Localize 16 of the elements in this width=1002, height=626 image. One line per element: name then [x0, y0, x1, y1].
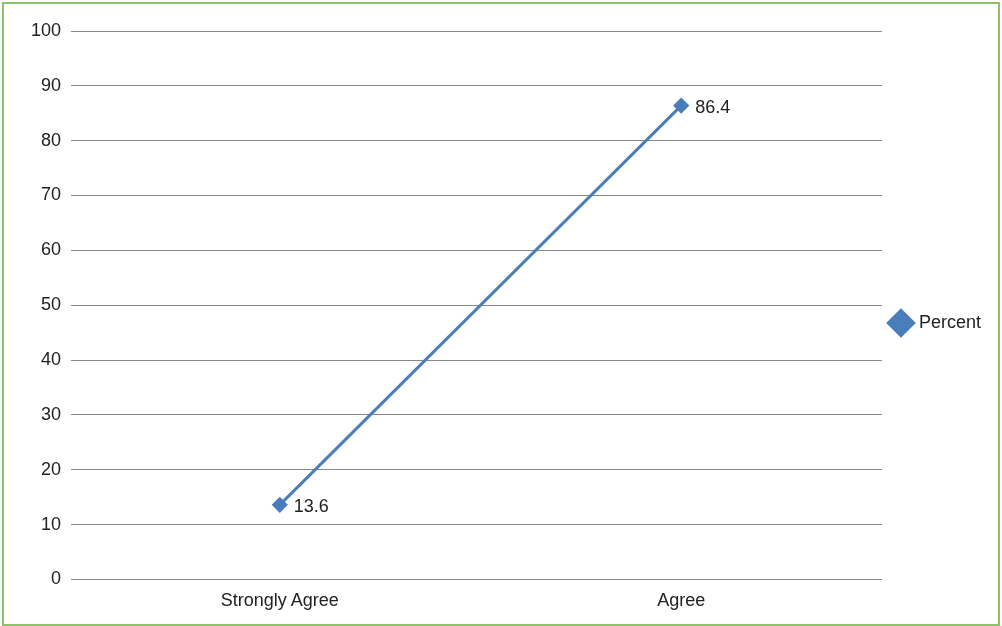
y-tick-label: 10: [41, 513, 62, 534]
y-tick-label: 40: [41, 349, 62, 370]
x-tick-label: Strongly Agree: [220, 590, 339, 611]
data-label: 86.4: [695, 96, 731, 117]
y-tick-label: 90: [41, 74, 62, 95]
y-tick-label: 100: [30, 19, 62, 40]
y-tick-label: 70: [41, 184, 62, 205]
y-tick-label: 60: [41, 239, 62, 260]
y-tick-label: 0: [51, 568, 62, 589]
data-label: 13.6: [293, 495, 329, 516]
legend-label: Percent: [918, 311, 982, 332]
y-tick-label: 80: [41, 129, 62, 150]
y-tick-label: 50: [41, 294, 62, 315]
y-tick-label: 30: [41, 403, 62, 424]
x-tick-label: Agree: [657, 590, 706, 611]
y-tick-label: 20: [41, 458, 62, 479]
